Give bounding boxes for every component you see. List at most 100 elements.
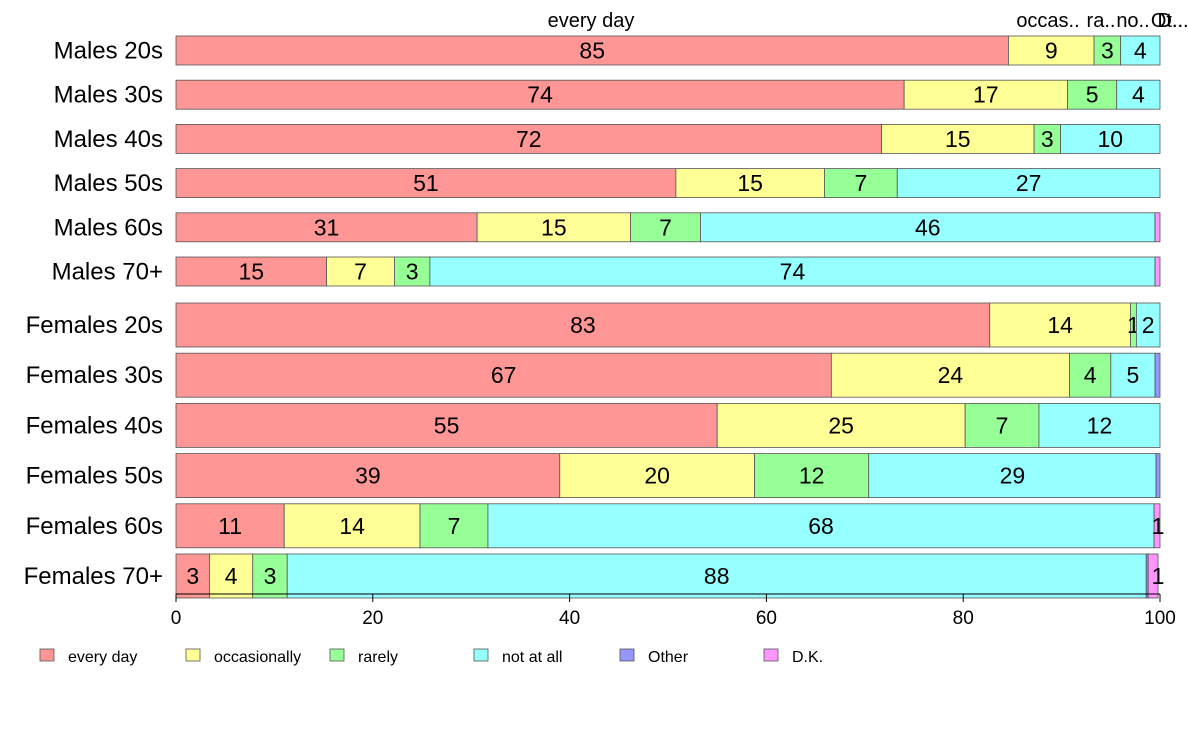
data-label-males-30s-rarely: 5 xyxy=(1086,82,1099,108)
bar-segment-males-60s-occasionally xyxy=(476,212,632,243)
data-label-females-40s-rarely: 7 xyxy=(996,412,1009,438)
data-label-females-50s-rarely: 12 xyxy=(799,463,825,489)
data-label-females-50s-not-at-all: 29 xyxy=(1000,463,1026,489)
data-label-males-60s-not-at-all: 46 xyxy=(915,214,941,240)
legend-label-other: Other xyxy=(648,649,689,666)
category-label-females-60s: Females 60s xyxy=(26,513,163,540)
category-labels: Males 20s Males 30s Males 40s Males 50s Male… xyxy=(24,38,163,591)
bar-segment-females-40s-rarely xyxy=(964,402,1040,448)
category-label-females-40s: Females 40s xyxy=(26,412,163,439)
data-label-males-50s-every-day: 51 xyxy=(413,170,439,196)
data-label-females-20s-occasionally: 14 xyxy=(1047,312,1073,338)
data-label-females-50s-every-day: 39 xyxy=(355,463,381,489)
bar-segment-females-30s-not-at-all xyxy=(1110,352,1156,398)
bar-segment-females-20s-every-day xyxy=(175,302,991,348)
data-label-males-30s-occasionally: 17 xyxy=(973,82,999,108)
legend-label-every-day: every day xyxy=(68,649,137,666)
legend-label-not-at-all: not at all xyxy=(502,649,562,666)
category-label-females-30s: Females 30s xyxy=(26,362,163,389)
bar-segment-females-70-rarely xyxy=(252,553,288,599)
bar-segment-females-60s-rarely xyxy=(419,503,489,549)
data-label-females-70-occasionally: 4 xyxy=(225,563,238,589)
category-label-females-70: Females 70+ xyxy=(24,563,163,590)
legend-label-rarely: rarely xyxy=(358,649,398,666)
category-label-males-40s: Males 40s xyxy=(54,126,163,153)
data-label-males-20s-rarely: 3 xyxy=(1101,38,1114,64)
legend-label-d-k: D.K. xyxy=(792,649,823,666)
data-label-females-50s-occasionally: 20 xyxy=(644,463,670,489)
bar-segment-females-60s-every-day xyxy=(175,503,285,549)
category-label-males-30s: Males 30s xyxy=(54,82,163,109)
bar-segment-males-20s-not-at-all xyxy=(1120,35,1161,66)
bar-segment-males-50s-rarely xyxy=(824,168,898,199)
x-tick-label-0: 0 xyxy=(171,608,182,629)
bar-segment-females-70-d-k xyxy=(1147,553,1159,599)
legend-swatch-occasionally xyxy=(185,648,201,662)
data-label-females-40s-not-at-all: 12 xyxy=(1087,412,1113,438)
bar-segment-males-30s-rarely xyxy=(1067,79,1118,110)
data-label-females-20s-every-day: 83 xyxy=(570,312,596,338)
data-label-males-70-not-at-all: 74 xyxy=(780,259,806,285)
data-label-females-60s-d-k: 1 xyxy=(1152,513,1165,539)
data-label-males-40s-occasionally: 15 xyxy=(945,126,971,152)
bar-segment-females-30s-rarely xyxy=(1069,352,1112,398)
top-labels: every day occas.. ra.. no.. Ot..D... xyxy=(548,10,1188,32)
bar-segment-females-40s-not-at-all xyxy=(1038,402,1161,448)
top-label-d: D... xyxy=(1157,10,1188,32)
data-label-males-70-occasionally: 7 xyxy=(354,259,367,285)
top-label-ot: Ot.. xyxy=(1151,10,1183,32)
legend-swatch-every-day xyxy=(39,648,55,662)
bar-segment-females-30s-other xyxy=(1154,352,1161,398)
data-label-males-40s-every-day: 72 xyxy=(516,126,542,152)
bar-segment-males-70-occasionally xyxy=(326,256,395,287)
bar-segment-females-20s-not-at-all xyxy=(1135,302,1161,348)
data-label-females-30s-not-at-all: 5 xyxy=(1127,362,1140,388)
data-label-females-60s-every-day: 11 xyxy=(218,513,242,539)
category-label-males-20s: Males 20s xyxy=(54,38,163,65)
data-label-males-70-rarely: 3 xyxy=(406,259,419,285)
bar-segment-males-50s-not-at-all xyxy=(896,168,1161,199)
legend-label-occasionally: occasionally xyxy=(214,649,301,666)
data-label-males-40s-not-at-all: 10 xyxy=(1098,126,1124,152)
data-label-females-60s-rarely: 7 xyxy=(448,513,461,539)
bar-segment-males-30s-not-at-all xyxy=(1116,79,1161,110)
data-label-females-30s-every-day: 67 xyxy=(491,362,517,388)
x-tick-label-100: 100 xyxy=(1144,608,1176,629)
data-label-males-20s-occasionally: 9 xyxy=(1045,38,1058,64)
bar-segment-males-30s-every-day xyxy=(175,79,905,110)
top-label-ra: ra.. xyxy=(1087,10,1116,32)
category-label-males-60s: Males 60s xyxy=(54,214,163,241)
bar-segment-females-50s-rarely xyxy=(754,453,870,499)
x-tick-label-80: 80 xyxy=(953,608,974,629)
data-label-females-20s-not-at-all: 2 xyxy=(1142,312,1155,338)
data-label-males-20s-not-at-all: 4 xyxy=(1134,38,1147,64)
bar-segment-males-40s-not-at-all xyxy=(1060,124,1161,154)
bar-segment-males-50s-occasionally xyxy=(675,168,825,199)
bar-segment-females-40s-every-day xyxy=(175,402,718,448)
data-label-females-70-d-k: 1 xyxy=(1152,563,1165,589)
bar-segment-males-60s-rarely xyxy=(630,212,701,243)
data-label-males-20s-every-day: 85 xyxy=(579,38,605,64)
bar-segment-males-40s-rarely xyxy=(1033,124,1062,154)
bar-segment-females-30s-every-day xyxy=(175,352,832,398)
data-label-males-70-every-day: 15 xyxy=(238,259,264,285)
data-label-males-60s-occasionally: 15 xyxy=(541,214,567,240)
bar-segment-females-50s-every-day xyxy=(175,453,561,499)
bar-segment-males-70-d-k xyxy=(1154,256,1161,287)
bar-segment-females-60s-not-at-all xyxy=(487,503,1155,549)
bar-segment-males-40s-every-day xyxy=(175,124,882,154)
x-tick-label-60: 60 xyxy=(756,608,777,629)
x-axis: 0 20 40 60 80 100 xyxy=(171,593,1176,629)
data-label-males-40s-rarely: 3 xyxy=(1041,126,1054,152)
data-label-females-60s-not-at-all: 68 xyxy=(808,513,834,539)
bar-segment-females-40s-occasionally xyxy=(716,402,966,448)
bar-segment-females-50s-other xyxy=(1155,453,1161,499)
bar-segment-males-60s-d-k xyxy=(1154,212,1161,243)
data-label-males-50s-rarely: 7 xyxy=(854,170,867,196)
bar-segment-males-40s-occasionally xyxy=(881,124,1035,154)
legend-swatch-d-k xyxy=(763,648,779,662)
bar-segment-males-30s-occasionally xyxy=(903,79,1068,110)
data-label-males-30s-not-at-all: 4 xyxy=(1132,82,1145,108)
